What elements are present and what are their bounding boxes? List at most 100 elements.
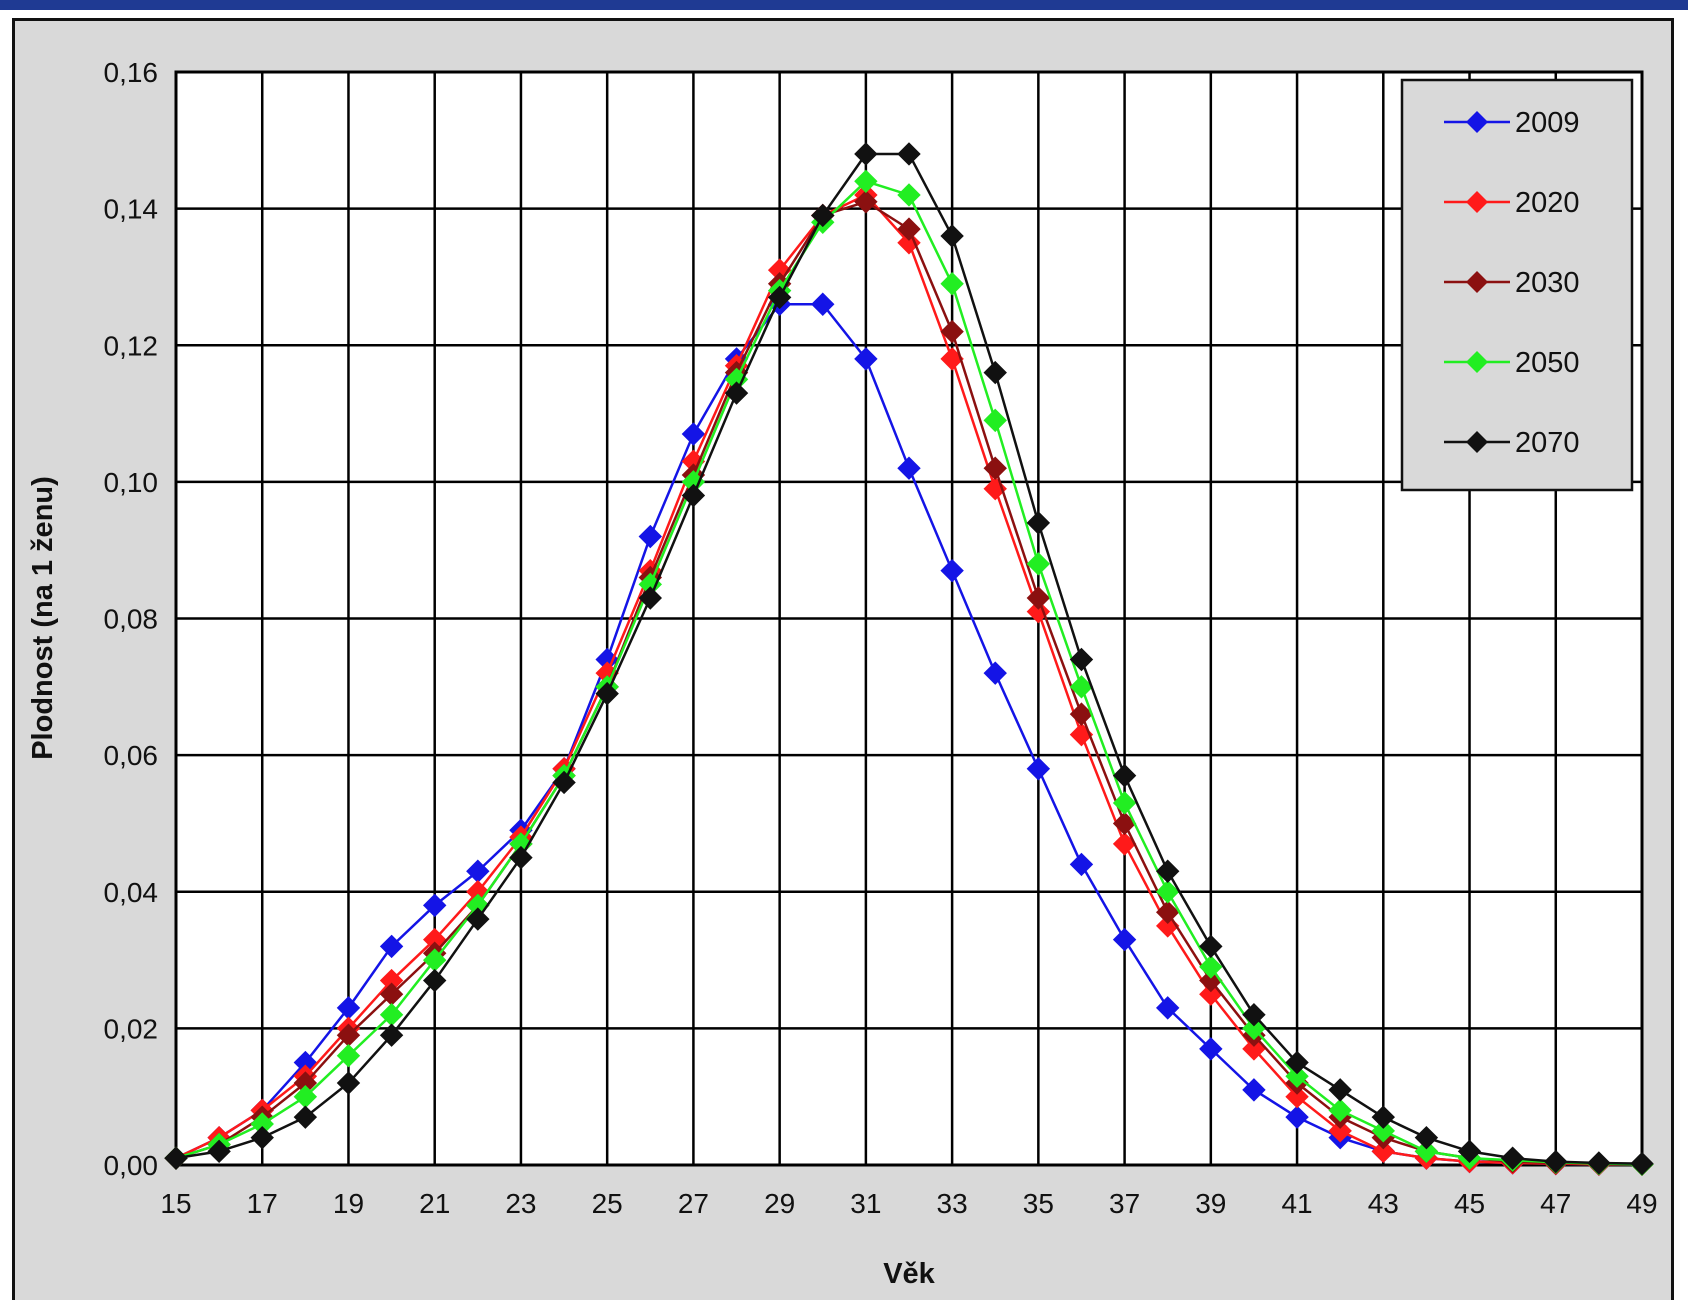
data-point — [724, 381, 749, 405]
x-tick-label: 15 — [160, 1188, 191, 1219]
data-point — [1500, 1146, 1525, 1170]
data-point — [1414, 1139, 1439, 1164]
data-point — [1026, 586, 1051, 610]
data-point — [595, 681, 619, 706]
data-point — [207, 1139, 231, 1164]
series-group — [164, 142, 1654, 1177]
data-point — [1112, 927, 1137, 952]
data-point — [854, 347, 878, 371]
data-point — [897, 217, 921, 241]
y-tick-label: 0,06 — [104, 740, 159, 771]
data-point — [1587, 1151, 1611, 1175]
data-point — [1630, 1151, 1654, 1176]
data-point — [811, 203, 835, 228]
data-point — [1328, 1098, 1352, 1123]
data-point — [1199, 934, 1223, 959]
data-point — [854, 142, 878, 166]
data-point — [164, 1146, 188, 1170]
data-point — [1544, 1149, 1568, 1174]
data-point — [379, 934, 404, 959]
data-point — [983, 408, 1007, 433]
data-point — [336, 1071, 361, 1095]
data-point — [940, 272, 964, 296]
data-point — [1026, 552, 1051, 576]
data-point — [1199, 1037, 1223, 1061]
data-point — [1328, 1078, 1352, 1102]
y-tick-label: 0,00 — [104, 1150, 159, 1181]
data-point — [1026, 511, 1051, 535]
data-point — [1242, 1078, 1266, 1102]
data-point — [638, 524, 663, 549]
data-point — [1285, 1084, 1309, 1109]
y-tick-label: 0,10 — [104, 467, 159, 498]
data-point — [1414, 1125, 1439, 1150]
y-tick-label: 0,04 — [104, 877, 159, 908]
legend-marker — [1466, 271, 1488, 293]
data-point — [1371, 1119, 1396, 1143]
data-point — [854, 169, 878, 194]
y-tick-label: 0,12 — [104, 330, 159, 361]
data-point — [552, 770, 576, 795]
x-tick-label: 39 — [1195, 1188, 1226, 1219]
legend-box — [1400, 78, 1634, 492]
header-bar — [0, 0, 1688, 10]
data-point — [466, 907, 490, 931]
data-point — [983, 456, 1007, 480]
data-point — [1155, 859, 1180, 883]
x-axis-title: Věk — [883, 1258, 935, 1290]
y-tick-label: 0,14 — [104, 194, 159, 225]
y-axis-title: Plodnost (na 1 ženu) — [27, 476, 59, 760]
legend-item-2070: 2070 — [1444, 427, 1580, 459]
data-point — [811, 292, 835, 316]
data-point — [1155, 996, 1180, 1020]
x-tick-label: 27 — [678, 1188, 709, 1219]
x-tick-label: 21 — [419, 1188, 450, 1219]
legend-label: 2020 — [1515, 187, 1580, 219]
x-tick-label: 29 — [764, 1188, 795, 1219]
x-tick-label: 33 — [937, 1188, 968, 1219]
x-tick-label: 23 — [505, 1188, 536, 1219]
legend-label: 2009 — [1515, 107, 1580, 139]
data-point — [1457, 1139, 1482, 1164]
legend-item-2030: 2030 — [1444, 267, 1580, 299]
legend-item-2020: 2020 — [1444, 187, 1580, 219]
data-point — [767, 285, 792, 310]
legend-label: 2030 — [1515, 267, 1580, 299]
plot-border — [174, 70, 1644, 1167]
data-point — [1026, 599, 1051, 624]
data-point — [1112, 763, 1137, 788]
y-tick-label: 0,08 — [104, 604, 159, 635]
data-point — [1285, 1064, 1309, 1088]
data-point — [1026, 757, 1051, 781]
x-tick-label: 25 — [592, 1188, 623, 1219]
data-point — [379, 1023, 404, 1047]
data-point — [1155, 880, 1180, 904]
data-point — [1242, 1003, 1266, 1027]
data-point — [1069, 852, 1094, 877]
data-point — [1069, 647, 1094, 672]
legend-marker — [1466, 431, 1488, 453]
data-point — [1069, 675, 1094, 699]
x-tick-label: 43 — [1368, 1188, 1399, 1219]
data-point — [983, 360, 1007, 385]
legend: 2009 2020 2030 2050 2070 — [1400, 78, 1634, 492]
data-point — [1371, 1105, 1396, 1129]
data-point — [940, 224, 964, 248]
y-axis-ticks: 0,00 0,02 0,04 0,06 0,08 0,10 0,12 0,14 0,16 — [104, 57, 159, 1181]
series-2050 — [164, 169, 1654, 1177]
data-point — [1112, 791, 1137, 815]
data-point — [1199, 955, 1223, 979]
data-point — [1371, 1139, 1396, 1164]
x-tick-label: 47 — [1540, 1188, 1571, 1219]
x-tick-label: 31 — [850, 1188, 881, 1219]
x-tick-label: 45 — [1454, 1188, 1485, 1219]
data-point — [293, 1105, 318, 1129]
x-tick-label: 17 — [247, 1188, 278, 1219]
legend-marker — [1466, 351, 1488, 373]
data-point — [1155, 900, 1180, 924]
data-point — [983, 661, 1007, 685]
legend-item-2050: 2050 — [1444, 347, 1580, 379]
x-tick-label: 41 — [1281, 1188, 1312, 1219]
y-tick-label: 0,02 — [104, 1013, 159, 1044]
